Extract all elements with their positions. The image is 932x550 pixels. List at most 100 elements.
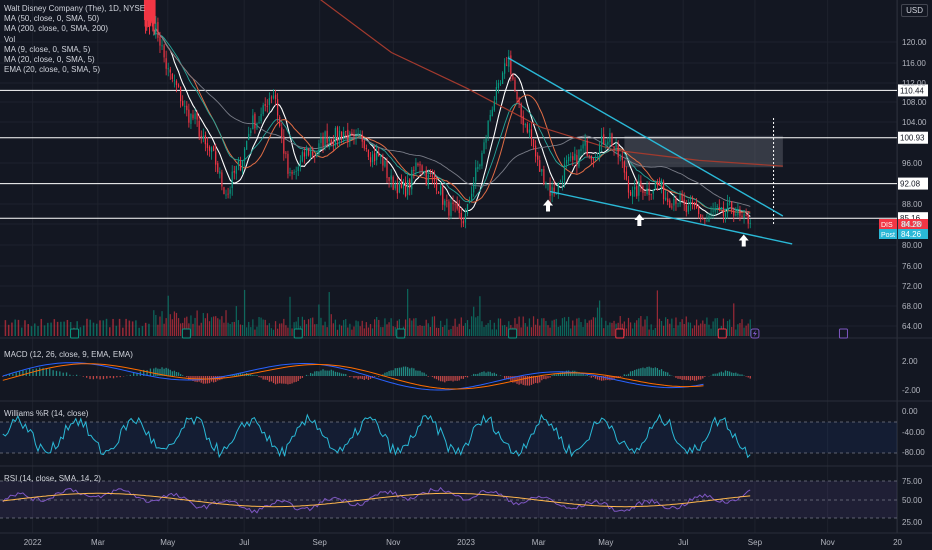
candle-body [568,156,570,162]
volume-event-markers[interactable] [70,328,848,339]
candle-body [229,189,231,194]
pane-separators [0,0,932,534]
candle-body [660,180,663,186]
support-arrow [634,214,645,226]
candle-body [634,186,636,190]
volume-bar [444,325,446,336]
candle-body [365,147,367,150]
candle-body [264,104,266,106]
candle-body [619,157,621,159]
trend-channel[interactable] [507,57,793,245]
candle-body [683,199,685,205]
candle-body [638,180,640,196]
volume-bar [365,322,367,336]
volume-bar [318,304,320,336]
volume-bar [303,319,306,336]
price-axis[interactable]: 120.00 116.00 112.00 108.00 104.00 96.00 88.00… [902,38,927,527]
legend-ma50[interactable]: MA (50, close, 0, SMA, 50) [4,14,100,24]
candle-body [623,161,625,173]
candle-body [460,212,462,221]
legend-vol[interactable]: Vol [4,34,16,44]
rsi-title[interactable]: RSI (14, close, SMA, 14, 2) [4,474,101,483]
candle-body [369,157,372,163]
candle-body [338,130,341,140]
candle-body [380,154,382,157]
volume-bar [369,324,372,336]
volume-bar [357,321,359,336]
candle-body [644,192,646,193]
volume-bar [102,320,105,336]
legend-ma9[interactable]: MA (9, close, 0, SMA, 5) [4,44,91,54]
volume-bar [497,318,500,336]
candle-body [394,184,396,189]
volume-bar [215,316,217,336]
candle-body [559,181,561,183]
volume-bar [159,316,161,336]
volume-bar [43,325,46,336]
volume-bar [411,320,413,336]
volume-bar [79,327,82,336]
candle-body [279,116,281,126]
volume-bar [609,322,611,336]
legend-ma200[interactable]: MA (200, close, 0, SMA, 200) [4,24,109,34]
level-label-bg [898,84,928,97]
candle-body [458,207,460,214]
volume-bar [429,326,431,336]
volume-bar [227,322,229,336]
time-tick-label: Nov [820,538,834,547]
volume-bar [553,319,555,336]
time-axis[interactable]: 2022 Mar May Jul Sep Nov 2023 Mar May Jul Sep Nov 20 [24,538,903,547]
volume-bar [378,319,380,336]
legend-ma20[interactable]: MA (20, close, 0, SMA, 5) [4,54,95,64]
legend-ema20[interactable]: EMA (20, close, 0, SMA, 5) [4,65,101,75]
candle-body [555,193,557,195]
volume-bar [4,320,7,336]
volume-bar [60,321,62,336]
volume-bar [82,325,85,336]
volume-bar [254,329,256,336]
volume-bar [332,323,334,336]
price-tick-label: 68.00 [902,302,923,311]
volume-bar [565,321,568,336]
volume-bar [446,318,448,336]
volume-bar [206,313,209,336]
volume-bar [50,322,52,336]
candle-body [747,214,749,224]
volume-bar [448,329,450,336]
candle-body [312,151,314,156]
volume-bar [539,325,541,336]
badge-value-bg [898,229,928,239]
currency-button[interactable]: USD [901,4,928,17]
candle-body [607,141,609,145]
rsi-tick-label: 50.00 [902,496,923,505]
volume-bar [324,321,326,336]
badge-symbol: DIS [881,222,893,229]
legend-title[interactable]: Walt Disney Company (The), 1D, NYSE [4,4,146,13]
volume-bar [605,320,607,336]
volume-bar [501,325,504,336]
volume-bar [557,326,559,336]
volume-bar [534,324,537,336]
candle-body [537,155,539,160]
rsi-tick-label: 75.00 [902,477,923,486]
candle-body [516,91,518,100]
williams-title[interactable]: Williams %R (14, close) [4,409,89,418]
volume-bar [532,316,535,336]
macd-title[interactable]: MACD (12, 26, close, 9, EMA, EMA) [4,350,133,359]
volume-bar [695,319,698,336]
volume-bar [634,322,636,336]
volume-bar [590,319,592,336]
volume-bar [276,328,279,336]
candle-body [407,180,409,195]
ema20-line [153,33,751,215]
volume-bar [619,316,621,336]
candle-body [175,80,178,86]
volume-bar [131,321,134,336]
candle-body [231,171,233,189]
candle-body [720,207,722,209]
candle-body [192,114,194,119]
rsi-tick-label: 25.00 [902,518,923,527]
volume-bar [268,323,270,336]
volume-bar [338,324,341,336]
